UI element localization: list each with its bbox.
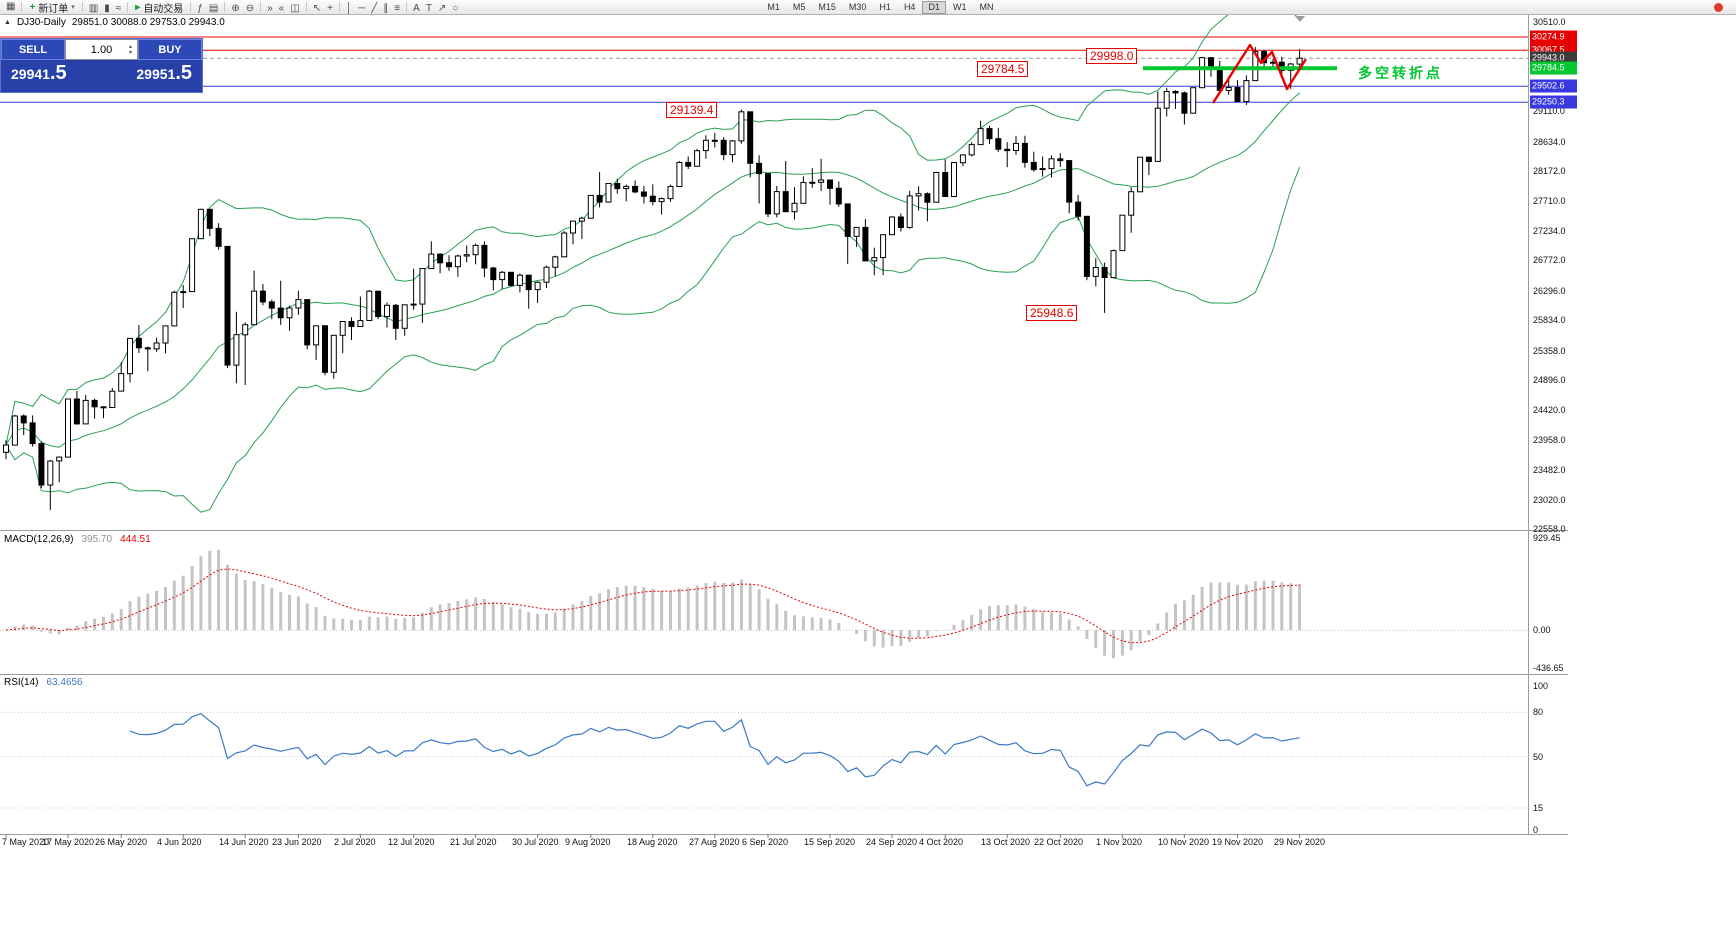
ohlc-values: 29851.0 30088.0 29753.0 29943.0 <box>71 17 225 28</box>
trend-zigzag[interactable] <box>1211 43 1308 104</box>
toolbar-separator <box>338 2 340 12</box>
label-icon[interactable]: T <box>425 3 432 14</box>
toolbar-separator <box>260 2 262 12</box>
macd-indicator <box>0 549 1528 659</box>
macd-signal-value: 444.51 <box>120 534 151 545</box>
shapes-icon[interactable]: ○ <box>452 3 459 14</box>
new-order-icon: + <box>29 1 36 13</box>
rsi-name: RSI(14) <box>4 677 39 688</box>
toolbar-separator <box>81 2 83 12</box>
macd-label: MACD(12,26,9) 395.70 444.51 <box>4 534 151 545</box>
zoom-out-icon[interactable]: ⊖ <box>245 3 255 14</box>
status-icon[interactable] <box>1714 2 1723 12</box>
window-icon[interactable]: ▦ <box>6 1 16 12</box>
horizontal-line-icon[interactable]: ─ <box>358 3 366 14</box>
turning-point-text[interactable]: 多空转折点 <box>1358 65 1443 81</box>
time-axis-ticks[interactable] <box>5 834 1301 838</box>
horizontal-level-lines[interactable] <box>0 36 1528 103</box>
toolbar-separator <box>190 2 192 12</box>
indicator-group: ƒ ▤ <box>194 0 221 16</box>
toolbar-separator <box>305 2 307 12</box>
timeframe-m15[interactable]: M15 <box>812 1 842 14</box>
rsi-indicator <box>0 711 1528 809</box>
timeframe-d1[interactable]: D1 <box>922 0 946 14</box>
timeframe-m30[interactable]: M30 <box>843 1 873 14</box>
zoom-in-icon[interactable]: ⊕ <box>231 3 240 14</box>
macd-name: MACD(12,26,9) <box>4 534 74 545</box>
one-click-trading-panel: SELL 1.00 ▴ ▾ BUY 29941.5 29951.5 <box>0 38 203 93</box>
timeframe-h1[interactable]: H1 <box>873 1 897 14</box>
auto-trading-icon: ▸ <box>135 1 141 13</box>
price-annotation[interactable]: 29784.5 <box>977 61 1029 77</box>
zoom-group: ⊕ ⊖ <box>228 0 257 16</box>
toolbar-separator <box>21 2 23 12</box>
spinner-up-icon[interactable]: ▴ <box>128 43 132 50</box>
line-tools-group: │ ─ ╱ ∥ ≡ <box>343 0 403 16</box>
indicators-icon[interactable]: ƒ <box>197 3 203 14</box>
trendline-icon[interactable]: ╱ <box>371 3 378 14</box>
vertical-line-icon[interactable]: │ <box>345 3 353 14</box>
sell-price: 29941.5 <box>11 62 67 84</box>
timeframe-w1[interactable]: W1 <box>947 1 973 14</box>
price-annotation[interactable]: 29998.0 <box>1086 48 1138 64</box>
auto-trading-label: 自动交易 <box>143 3 184 15</box>
rsi-value: 63.4656 <box>46 677 83 688</box>
chevron-down-icon: ▾ <box>71 4 75 11</box>
chart-shift-icon[interactable]: « <box>278 3 285 14</box>
fibonacci-icon[interactable]: ≡ <box>394 3 401 14</box>
chart-type-group: ▥ ▮ ≈ <box>86 0 124 16</box>
cursor-icon[interactable]: ↖ <box>312 3 322 14</box>
rsi-label: RSI(14) 63.4656 <box>4 677 83 688</box>
chart-shift-marker[interactable] <box>1295 16 1305 22</box>
buy-button[interactable]: BUY <box>138 39 202 60</box>
bar-chart-icon[interactable]: ▥ <box>88 3 99 14</box>
templates-icon[interactable]: ▤ <box>208 3 219 14</box>
toolbar-separator <box>224 2 226 12</box>
symbol-period-label: DJ30-Daily <box>16 17 66 28</box>
buy-price: 29951.5 <box>136 62 192 84</box>
timeframe-m5[interactable]: M5 <box>787 1 812 14</box>
cursor-group: ↖ + <box>310 0 336 16</box>
collapse-icon[interactable]: ▲ <box>4 19 11 26</box>
volume-spinner[interactable]: ▴ ▾ <box>125 40 136 59</box>
spinner-down-icon[interactable]: ▾ <box>128 49 132 56</box>
scroll-group: » « ◫ <box>264 0 303 16</box>
volume-value: 1.00 <box>90 43 113 56</box>
new-order-button[interactable]: + 新订单 ▾ <box>25 0 78 15</box>
macd-main-value: 395.70 <box>81 534 113 545</box>
object-tools-group: A T ↗ ○ <box>410 0 461 16</box>
panel-separators <box>0 15 1568 835</box>
auto-trading-button[interactable]: ▸ 自动交易 <box>131 0 187 15</box>
candlestick-chart-icon[interactable]: ▮ <box>104 3 110 14</box>
arrows-icon[interactable]: ↗ <box>437 3 447 14</box>
price-annotation[interactable]: 29139.4 <box>666 102 718 118</box>
new-order-label: 新订单 <box>38 3 69 15</box>
timeframe-m1[interactable]: M1 <box>761 1 786 14</box>
channel-icon[interactable]: ∥ <box>383 3 389 14</box>
timeframe-group: M1 M5 M15 M30 H1 H4 D1 W1 MN <box>761 0 999 14</box>
timeframe-h4[interactable]: H4 <box>898 1 922 14</box>
auto-scroll-icon[interactable]: » <box>267 3 273 14</box>
candlestick-series <box>3 47 1303 510</box>
tile-windows-icon[interactable]: ◫ <box>290 3 300 14</box>
text-icon[interactable]: A <box>413 3 420 14</box>
toolbar: ▦ + 新订单 ▾ ▥ ▮ ≈ ▸ 自动交易 ƒ ▤ ⊕ ⊖ » «◫ ↖ + │ ─ ╱ ∥ ≡ … <box>0 0 1736 15</box>
line-chart-icon[interactable]: ≈ <box>115 3 122 14</box>
volume-input[interactable]: 1.00 ▴ ▾ <box>65 39 138 60</box>
timeframe-mn[interactable]: MN <box>973 1 999 14</box>
crosshair-icon[interactable]: + <box>327 3 333 14</box>
toolbar-separator <box>127 2 129 12</box>
chart-title: ▲ DJ30-Daily 29851.0 30088.0 29753.0 299… <box>4 17 225 28</box>
sell-button[interactable]: SELL <box>1 39 65 60</box>
toolbar-separator <box>406 2 408 12</box>
price-annotation[interactable]: 25948.6 <box>1026 305 1078 321</box>
